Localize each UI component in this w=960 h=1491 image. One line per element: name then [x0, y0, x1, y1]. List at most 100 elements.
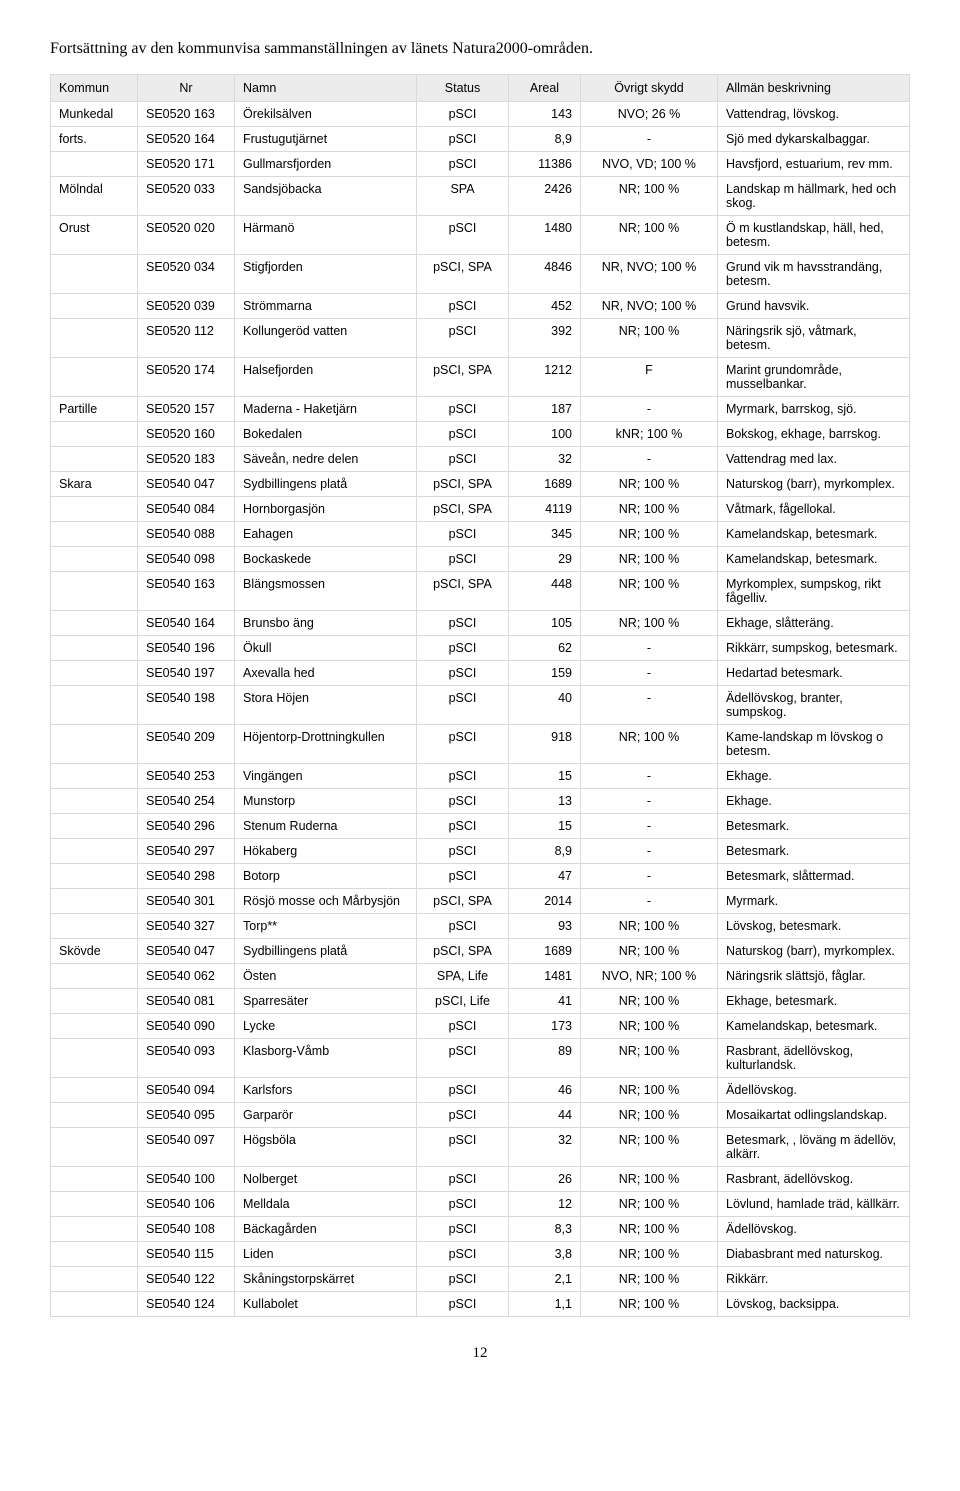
cell-areal: 2426 [509, 177, 581, 216]
table-row: SE0540 298BotorppSCI47-Betesmark, slåtte… [51, 864, 910, 889]
cell-kommun [51, 447, 138, 472]
cell-skydd: - [581, 839, 718, 864]
cell-kommun [51, 789, 138, 814]
cell-skydd: NR; 100 % [581, 547, 718, 572]
cell-skydd: NR; 100 % [581, 1014, 718, 1039]
cell-skydd: NR; 100 % [581, 216, 718, 255]
cell-nr: SE0520 163 [138, 102, 235, 127]
cell-beskr: Rikkärr. [718, 1267, 910, 1292]
page-title: Fortsättning av den kommunvisa sammanstä… [50, 40, 910, 58]
cell-namn: Skåningstorpskärret [235, 1267, 417, 1292]
cell-areal: 392 [509, 319, 581, 358]
cell-beskr: Rikkärr, sumpskog, betesmark. [718, 636, 910, 661]
cell-skydd: NR, NVO; 100 % [581, 255, 718, 294]
cell-nr: SE0540 115 [138, 1242, 235, 1267]
cell-status: pSCI, SPA [417, 497, 509, 522]
cell-beskr: Bokskog, ekhage, barrskog. [718, 422, 910, 447]
cell-namn: Kollungeröd vatten [235, 319, 417, 358]
cell-skydd: NR; 100 % [581, 1292, 718, 1317]
cell-kommun [51, 1167, 138, 1192]
cell-skydd: NR; 100 % [581, 472, 718, 497]
cell-nr: SE0540 088 [138, 522, 235, 547]
cell-kommun [51, 422, 138, 447]
cell-namn: Bäckagården [235, 1217, 417, 1242]
cell-skydd: NR, NVO; 100 % [581, 294, 718, 319]
table-row: SE0520 034StigfjordenpSCI, SPA4846NR, NV… [51, 255, 910, 294]
table-row: SkövdeSE0540 047Sydbillingens platåpSCI,… [51, 939, 910, 964]
cell-status: pSCI [417, 611, 509, 636]
cell-kommun [51, 152, 138, 177]
cell-status: pSCI, Life [417, 989, 509, 1014]
cell-nr: SE0540 301 [138, 889, 235, 914]
cell-status: pSCI [417, 152, 509, 177]
cell-skydd: kNR; 100 % [581, 422, 718, 447]
cell-status: pSCI [417, 102, 509, 127]
cell-kommun: Partille [51, 397, 138, 422]
cell-namn: Högsböla [235, 1128, 417, 1167]
cell-areal: 8,3 [509, 1217, 581, 1242]
cell-kommun [51, 889, 138, 914]
table-row: SE0540 254MunstorppSCI13-Ekhage. [51, 789, 910, 814]
cell-nr: SE0540 209 [138, 725, 235, 764]
table-row: SE0540 196ÖkullpSCI62-Rikkärr, sumpskog,… [51, 636, 910, 661]
cell-nr: SE0520 033 [138, 177, 235, 216]
cell-areal: 13 [509, 789, 581, 814]
cell-namn: Härmanö [235, 216, 417, 255]
cell-namn: Blängsmossen [235, 572, 417, 611]
table-row: SE0540 122SkåningstorpskärretpSCI2,1NR; … [51, 1267, 910, 1292]
cell-areal: 2,1 [509, 1267, 581, 1292]
cell-areal: 32 [509, 447, 581, 472]
cell-kommun [51, 661, 138, 686]
cell-namn: Botorp [235, 864, 417, 889]
cell-status: pSCI [417, 1292, 509, 1317]
cell-kommun [51, 1014, 138, 1039]
cell-namn: Bockaskede [235, 547, 417, 572]
cell-areal: 4846 [509, 255, 581, 294]
cell-kommun [51, 686, 138, 725]
cell-areal: 187 [509, 397, 581, 422]
cell-status: pSCI [417, 127, 509, 152]
cell-nr: SE0540 062 [138, 964, 235, 989]
cell-status: pSCI [417, 839, 509, 864]
table-row: SE0520 112Kollungeröd vattenpSCI392NR; 1… [51, 319, 910, 358]
cell-areal: 46 [509, 1078, 581, 1103]
cell-namn: Eahagen [235, 522, 417, 547]
cell-beskr: Myrmark, barrskog, sjö. [718, 397, 910, 422]
page-number: 12 [50, 1345, 910, 1362]
cell-skydd: - [581, 127, 718, 152]
cell-nr: SE0540 097 [138, 1128, 235, 1167]
table-row: SE0540 106MelldalapSCI12NR; 100 %Lövlund… [51, 1192, 910, 1217]
cell-kommun [51, 294, 138, 319]
cell-beskr: Näringsrik slättsjö, fåglar. [718, 964, 910, 989]
table-row: SE0540 062ÖstenSPA, Life1481NVO, NR; 100… [51, 964, 910, 989]
cell-beskr: Rasbrant, ädellövskog, kulturlandsk. [718, 1039, 910, 1078]
cell-beskr: Ekhage, slåtteräng. [718, 611, 910, 636]
table-row: SE0520 039StrömmarnapSCI452NR, NVO; 100 … [51, 294, 910, 319]
cell-skydd: NVO; 26 % [581, 102, 718, 127]
cell-areal: 1689 [509, 939, 581, 964]
cell-areal: 100 [509, 422, 581, 447]
table-row: SkaraSE0540 047Sydbillingens platåpSCI, … [51, 472, 910, 497]
cell-nr: SE0540 100 [138, 1167, 235, 1192]
cell-namn: Halsefjorden [235, 358, 417, 397]
cell-skydd: NR; 100 % [581, 572, 718, 611]
cell-beskr: Mosaikartat odlingslandskap. [718, 1103, 910, 1128]
cell-skydd: NR; 100 % [581, 1267, 718, 1292]
cell-namn: Sparresäter [235, 989, 417, 1014]
cell-kommun [51, 572, 138, 611]
cell-namn: Stenum Ruderna [235, 814, 417, 839]
cell-namn: Liden [235, 1242, 417, 1267]
cell-nr: SE0540 108 [138, 1217, 235, 1242]
cell-skydd: NR; 100 % [581, 1103, 718, 1128]
col-beskr: Allmän beskrivning [718, 75, 910, 102]
cell-nr: SE0520 164 [138, 127, 235, 152]
cell-nr: SE0520 174 [138, 358, 235, 397]
cell-nr: SE0540 296 [138, 814, 235, 839]
cell-beskr: Rasbrant, ädellövskog. [718, 1167, 910, 1192]
cell-skydd: NVO, VD; 100 % [581, 152, 718, 177]
cell-areal: 173 [509, 1014, 581, 1039]
cell-nr: SE0540 297 [138, 839, 235, 864]
col-namn: Namn [235, 75, 417, 102]
cell-kommun [51, 319, 138, 358]
table-header-row: Kommun Nr Namn Status Areal Övrigt skydd… [51, 75, 910, 102]
